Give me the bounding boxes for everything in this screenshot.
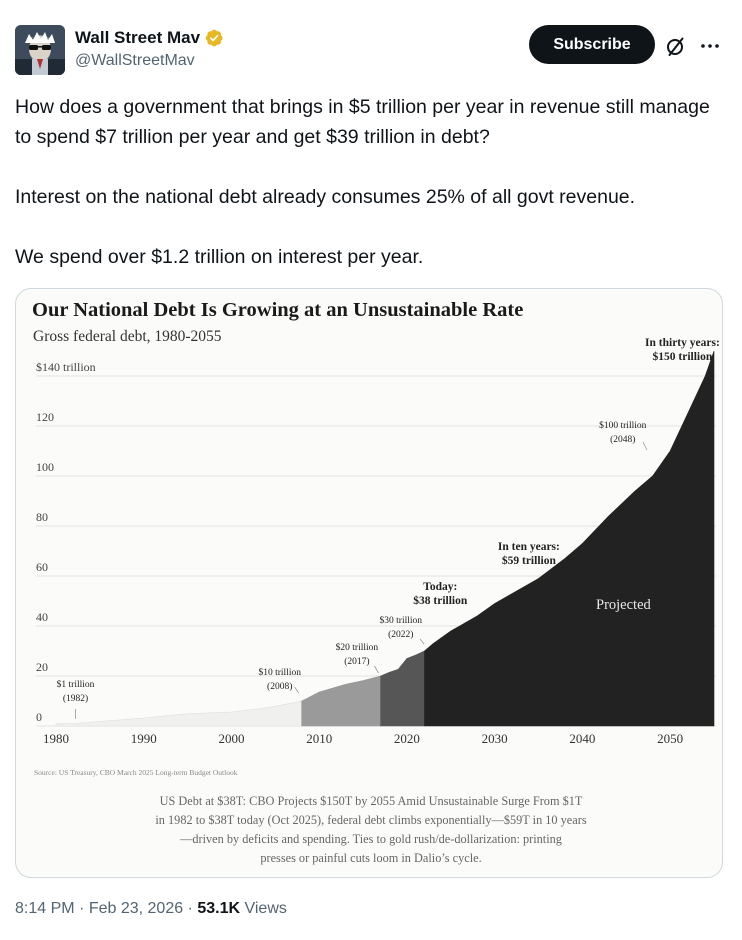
y-tick-label: 60	[36, 560, 48, 574]
more-horizontal-icon[interactable]	[698, 34, 722, 58]
tweet-meta: 8:14 PM · Feb 23, 2026 · 53.1K Views	[15, 900, 287, 918]
annotation-arrow	[374, 665, 379, 674]
annotation-text: (2048)	[610, 434, 635, 445]
annotation-arrow	[419, 638, 425, 645]
y-tick-label: 0	[36, 710, 42, 724]
tweet-paragraph: How does a government that brings in $5 …	[15, 96, 710, 148]
x-tick-label: 2010	[306, 731, 332, 746]
annotation-text: $100 trillion	[599, 420, 646, 431]
annotation-arrow	[294, 686, 299, 694]
y-tick-label: 100	[36, 460, 54, 474]
area-segment-2008-2017	[301, 675, 381, 727]
annotation-text: $59 trillion	[502, 554, 557, 567]
annotation-text: Today:	[423, 581, 457, 593]
author-handle[interactable]: @WallStreetMav	[75, 52, 195, 69]
annotation-text: $1 trillion	[57, 679, 95, 690]
chart-source: Source: US Treasury, CBO March 2025 Long…	[34, 768, 238, 777]
views-count: 53.1K	[197, 900, 241, 917]
y-tick-label: 40	[36, 610, 48, 624]
views-label: Views	[240, 900, 287, 917]
debt-chart: 1980 1990 2000 2010 2020 2030 2040 2050 $140 tr…	[32, 299, 720, 865]
chart-caption-line: US Debt at $38T: CBO Projects $150T by 2…	[160, 794, 583, 808]
annotation-text: (1982)	[63, 693, 88, 704]
chart-caption-line: in 1982 to $38T today (Oct 2025), federa…	[155, 813, 586, 827]
tweet-time[interactable]: 8:14 PM	[15, 900, 75, 917]
media-image-card[interactable]: 1980 1990 2000 2010 2020 2030 2040 2050 $140 tr…	[15, 288, 723, 878]
y-tick-label: 20	[36, 660, 48, 674]
annotation-text: $150 trillion	[653, 350, 713, 363]
tweet-text: How does a government that brings in $5 …	[15, 92, 730, 272]
area-segment-2017-2022	[380, 650, 425, 727]
avatar-image	[15, 25, 65, 75]
x-tick-label: 2040	[569, 731, 595, 746]
chart-title: Our National Debt Is Growing at an Unsus…	[32, 299, 523, 321]
chart-caption-line: presses or painful cuts loom in Dalio’s …	[260, 851, 481, 865]
y-tick-label: $140 trillion	[36, 360, 96, 374]
annotation-text: $10 trillion	[258, 667, 301, 678]
annotation-arrow	[642, 441, 648, 451]
x-tick-label: 2050	[657, 731, 683, 746]
x-tick-label: 2030	[482, 731, 508, 746]
meta-separator: ·	[74, 900, 89, 917]
x-tick-label: 1990	[131, 731, 157, 746]
x-tick-label: 2020	[394, 731, 420, 746]
tweet-paragraph: Interest on the national debt already co…	[15, 186, 636, 208]
annotation-text: In ten years:	[498, 541, 560, 553]
author-avatar[interactable]	[15, 25, 65, 75]
annotation-text: $38 trillion	[413, 594, 468, 607]
annotation-text: (2022)	[388, 629, 413, 640]
chart-caption-line: —driven by deficits and spending. Ties t…	[179, 832, 562, 846]
tweet-paragraph: We spend over $1.2 trillion on interest …	[15, 246, 424, 268]
annotation-text: (2008)	[267, 681, 292, 692]
y-tick-label: 80	[36, 510, 48, 524]
author-name-row: Wall Street Mav	[75, 28, 224, 48]
author-display-name[interactable]: Wall Street Mav	[75, 28, 201, 47]
y-tick-label: 120	[36, 410, 54, 424]
subscribe-button[interactable]: Subscribe	[529, 25, 655, 64]
grok-slash-icon[interactable]	[664, 34, 688, 58]
meta-separator: ·	[183, 900, 198, 917]
tweet-date[interactable]: Feb 23, 2026	[88, 900, 184, 917]
annotation-text: $30 trillion	[380, 615, 423, 626]
x-tick-label: 1980	[43, 731, 69, 746]
annotation-text: (2017)	[344, 656, 369, 667]
projected-label: Projected	[596, 597, 652, 613]
verified-badge-icon[interactable]	[204, 28, 224, 48]
chart-subtitle: Gross federal debt, 1980-2055	[33, 328, 222, 345]
x-tick-label: 2000	[218, 731, 244, 746]
annotation-text: $20 trillion	[336, 642, 379, 653]
area-segment-1980-2008	[55, 700, 303, 727]
annotation-text: In thirty years:	[645, 337, 720, 349]
area-segment-2022-2055	[424, 350, 715, 727]
